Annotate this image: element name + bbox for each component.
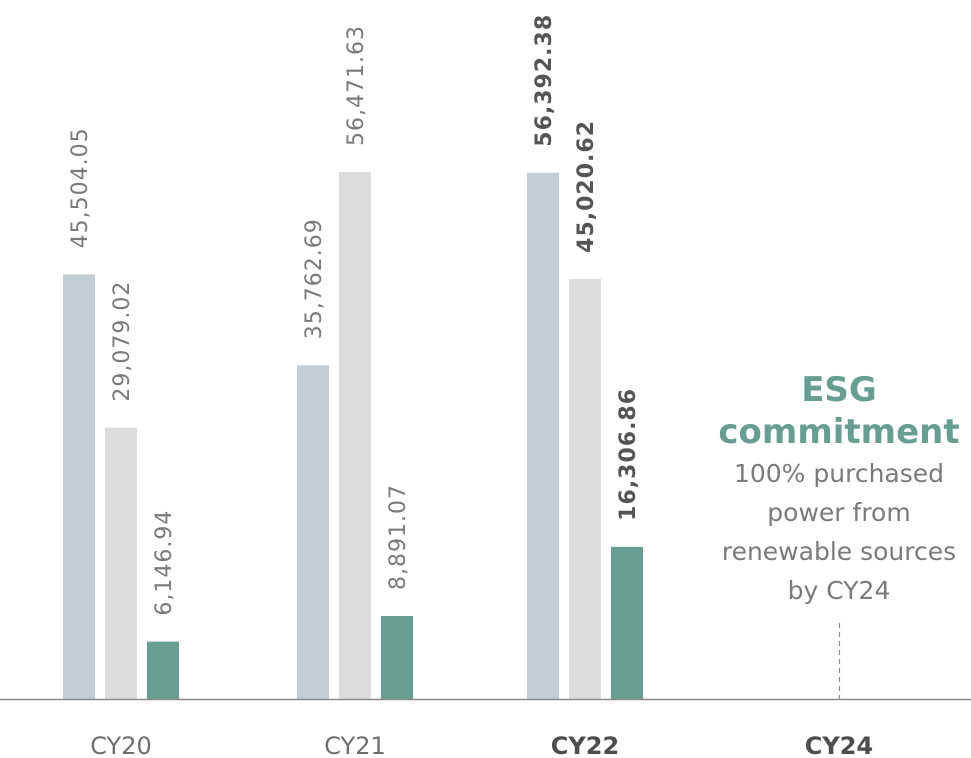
category-labels-group: CY20 CY21 CY22 CY24: [90, 732, 873, 758]
category-label-cy20: CY20: [90, 732, 152, 758]
esg-text-line-1: 100% purchased: [734, 459, 944, 488]
bar-cy21-s3: [381, 616, 413, 699]
value-label-cy22-s2: 45,020.62: [574, 120, 599, 253]
bar-cy20-s2: [105, 427, 137, 699]
value-label-cy22-s1: 56,392.38: [532, 14, 557, 147]
value-labels-group: 45,504.05 35,762.69 56,392.38 29,079.02 56,4…: [68, 14, 641, 616]
bars-group: [63, 172, 643, 699]
esg-text-line-3: renewable sources: [722, 537, 956, 566]
bar-cy20-s3: [147, 641, 179, 699]
esg-annotation: ESG commitment 100% purchased power from…: [718, 370, 960, 699]
category-label-cy22: CY22: [551, 732, 619, 758]
value-label-cy21-s3: 8,891.07: [386, 484, 411, 590]
bar-cy22-s3: [611, 546, 643, 699]
bar-cy21-s2: [339, 172, 371, 699]
value-label-cy21-s1: 35,762.69: [302, 218, 327, 339]
value-label-cy20-s1: 45,504.05: [68, 127, 93, 248]
value-label-cy20-s2: 29,079.02: [110, 281, 135, 402]
esg-text-line-2: power from: [767, 498, 910, 527]
esg-text-line-4: by CY24: [788, 576, 891, 605]
value-label-cy22-s3: 16,306.86: [616, 388, 641, 521]
bar-cy20-s1: [63, 274, 95, 699]
bar-cy22-s2: [569, 278, 601, 699]
esg-title-line-2: commitment: [718, 412, 959, 452]
bar-cy22-s1: [527, 172, 559, 699]
category-label-cy21: CY21: [324, 732, 386, 758]
category-label-cy24: CY24: [805, 732, 873, 758]
esg-title-line-1: ESG: [801, 370, 877, 410]
value-label-cy21-s2: 56,471.63: [344, 25, 369, 146]
bar-cy21-s1: [297, 365, 329, 699]
value-label-cy20-s3: 6,146.94: [152, 510, 177, 616]
